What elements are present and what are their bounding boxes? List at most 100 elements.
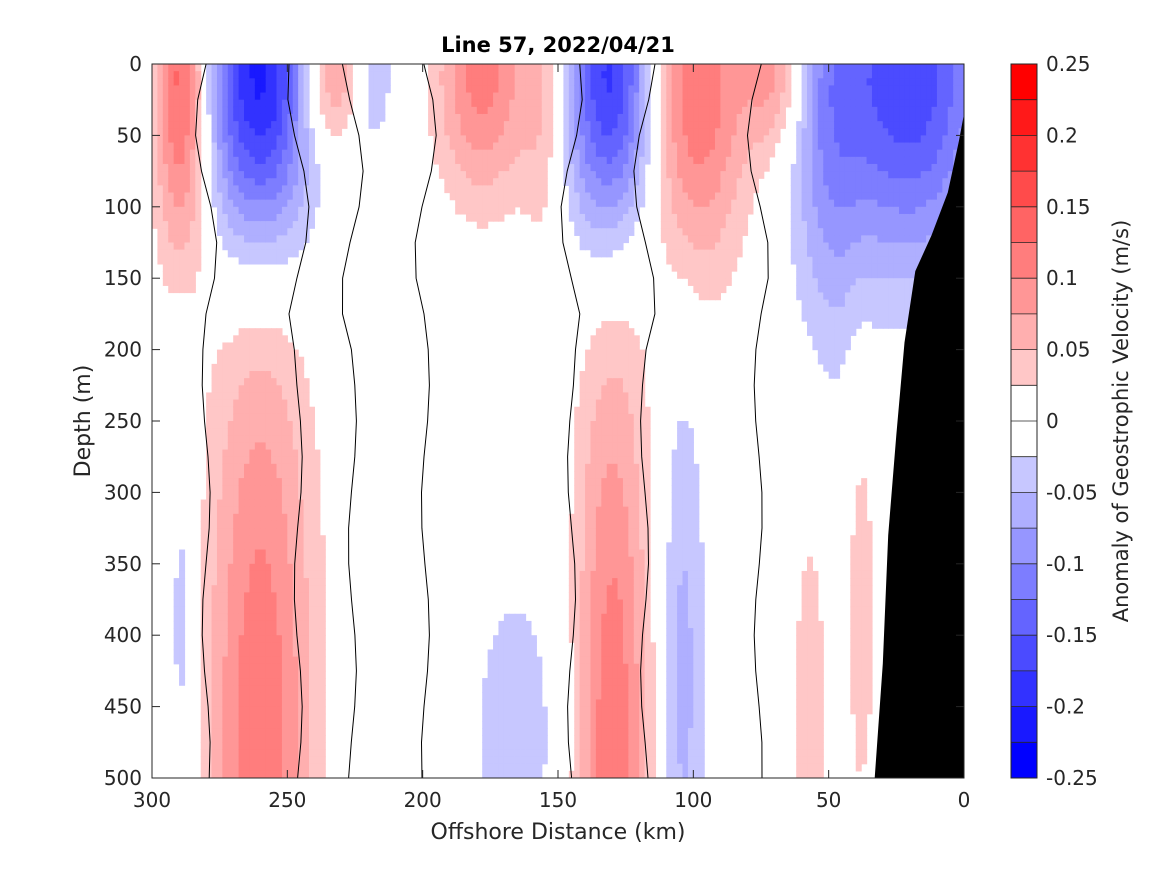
velocity-cell <box>254 735 261 743</box>
velocity-cell <box>227 763 234 772</box>
velocity-cell <box>585 599 592 608</box>
velocity-cell <box>601 442 608 451</box>
velocity-cell <box>530 106 537 115</box>
velocity-cell <box>503 71 510 79</box>
velocity-cell <box>276 456 283 465</box>
velocity-cell <box>271 663 278 672</box>
velocity-cell <box>254 742 261 751</box>
velocity-cell <box>698 235 705 244</box>
velocity-cell <box>509 685 516 693</box>
velocity-cell <box>260 592 267 601</box>
velocity-cell <box>742 178 749 186</box>
velocity-cell <box>579 456 586 465</box>
velocity-cell <box>731 263 738 272</box>
velocity-cell <box>682 499 689 508</box>
velocity-cell <box>677 421 684 429</box>
velocity-cell <box>189 206 196 215</box>
velocity-cell <box>238 628 245 636</box>
velocity-cell <box>590 206 597 215</box>
velocity-cell <box>184 85 191 94</box>
velocity-cell <box>622 692 629 701</box>
velocity-cell <box>211 435 218 444</box>
velocity-cell <box>265 392 272 401</box>
velocity-cell <box>682 192 689 201</box>
velocity-cell <box>287 585 294 593</box>
velocity-cell <box>590 656 597 665</box>
velocity-cell <box>254 770 261 778</box>
velocity-cell <box>211 770 218 778</box>
velocity-cell <box>476 106 483 115</box>
velocity-cell <box>287 685 294 693</box>
velocity-cell <box>298 463 305 472</box>
velocity-cell <box>677 470 684 479</box>
velocity-cell <box>742 221 749 229</box>
velocity-cell <box>325 121 332 129</box>
velocity-cell <box>471 128 478 136</box>
velocity-cell <box>216 478 223 486</box>
velocity-cell <box>303 449 310 458</box>
velocity-cell <box>687 649 694 658</box>
velocity-cell <box>244 99 251 108</box>
velocity-cell <box>509 713 516 722</box>
velocity-cell <box>271 142 278 151</box>
velocity-cell <box>195 85 202 94</box>
velocity-cell <box>222 363 229 372</box>
velocity-cell <box>227 413 234 422</box>
velocity-cell <box>606 592 613 601</box>
velocity-cell <box>628 706 635 715</box>
velocity-cell <box>325 78 332 87</box>
velocity-cell <box>336 99 343 108</box>
velocity-cell <box>487 85 494 94</box>
velocity-cell <box>612 706 619 715</box>
velocity-cell <box>628 742 635 751</box>
velocity-cell <box>536 756 543 765</box>
velocity-cell <box>541 742 548 751</box>
velocity-cell <box>233 478 240 486</box>
velocity-cell <box>503 699 510 708</box>
velocity-cell <box>449 178 456 186</box>
velocity-cell <box>590 535 597 543</box>
velocity-cell <box>287 492 294 501</box>
velocity-cell <box>314 556 321 565</box>
velocity-cell <box>227 92 234 101</box>
velocity-cell <box>238 256 245 265</box>
velocity-cell <box>671 628 678 636</box>
velocity-cell <box>303 656 310 665</box>
velocity-cell <box>487 656 494 665</box>
velocity-cell <box>525 113 532 122</box>
velocity-cell <box>216 520 223 529</box>
velocity-cell <box>244 342 251 351</box>
velocity-cell <box>254 178 261 186</box>
velocity-cell <box>541 735 548 743</box>
velocity-cell <box>682 699 689 708</box>
velocity-cell <box>514 720 521 729</box>
velocity-cell <box>222 749 229 758</box>
velocity-cell <box>574 713 581 722</box>
velocity-cell <box>574 749 581 758</box>
velocity-cell <box>298 106 305 115</box>
velocity-cell <box>617 199 624 208</box>
velocity-cell <box>319 613 326 622</box>
velocity-cell <box>644 563 651 572</box>
velocity-cell <box>747 78 754 87</box>
velocity-cell <box>671 192 678 201</box>
velocity-cell <box>606 228 613 236</box>
velocity-cell <box>644 456 651 465</box>
velocity-cell <box>639 185 646 194</box>
velocity-cell <box>238 156 245 165</box>
velocity-cell <box>639 656 646 665</box>
velocity-cell <box>731 163 738 172</box>
velocity-cell <box>709 99 716 108</box>
velocity-cell <box>709 92 716 101</box>
velocity-cell <box>287 756 294 765</box>
velocity-cell <box>465 71 472 79</box>
velocity-cell <box>157 228 164 236</box>
velocity-cell <box>666 763 673 772</box>
velocity-cell <box>254 520 261 529</box>
velocity-cell <box>595 663 602 672</box>
velocity-cell <box>633 163 640 172</box>
velocity-cell <box>276 720 283 729</box>
velocity-cell <box>666 670 673 679</box>
velocity-cell <box>216 699 223 708</box>
velocity-cell <box>709 235 716 244</box>
